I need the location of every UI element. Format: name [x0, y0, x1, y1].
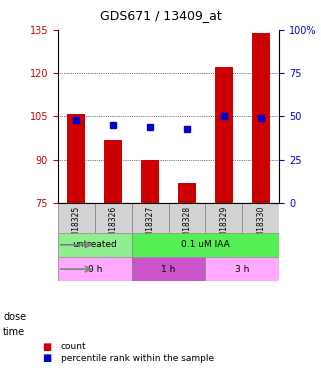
FancyBboxPatch shape: [132, 232, 279, 257]
FancyBboxPatch shape: [132, 257, 205, 281]
Text: percentile rank within the sample: percentile rank within the sample: [61, 354, 214, 363]
Text: ■: ■: [42, 342, 51, 352]
Text: ■: ■: [42, 353, 51, 363]
FancyBboxPatch shape: [205, 257, 279, 281]
Text: 0.1 uM IAA: 0.1 uM IAA: [181, 240, 230, 249]
Text: GSM18328: GSM18328: [182, 206, 192, 247]
Text: GSM18327: GSM18327: [145, 206, 155, 247]
Bar: [252, 33, 270, 203]
FancyBboxPatch shape: [58, 203, 95, 232]
Text: count: count: [61, 342, 87, 351]
Text: 1 h: 1 h: [161, 265, 176, 274]
FancyBboxPatch shape: [205, 203, 242, 232]
Text: GDS671 / 13409_at: GDS671 / 13409_at: [100, 9, 221, 22]
FancyBboxPatch shape: [242, 203, 279, 232]
Text: 0 h: 0 h: [88, 265, 102, 274]
Text: GSM18325: GSM18325: [72, 206, 81, 247]
Bar: [141, 160, 159, 203]
FancyBboxPatch shape: [58, 232, 132, 257]
Text: GSM18326: GSM18326: [108, 206, 118, 247]
Text: 3 h: 3 h: [235, 265, 249, 274]
Text: GSM18329: GSM18329: [219, 206, 229, 247]
FancyBboxPatch shape: [169, 203, 205, 232]
Text: untreated: untreated: [72, 240, 117, 249]
Bar: [104, 140, 122, 203]
Text: GSM18330: GSM18330: [256, 206, 265, 247]
FancyBboxPatch shape: [58, 257, 132, 281]
Text: time: time: [3, 327, 25, 337]
FancyBboxPatch shape: [95, 203, 132, 232]
Bar: [178, 183, 196, 203]
Bar: [215, 68, 233, 203]
Text: dose: dose: [3, 312, 26, 322]
FancyBboxPatch shape: [132, 203, 169, 232]
Bar: [67, 114, 85, 203]
